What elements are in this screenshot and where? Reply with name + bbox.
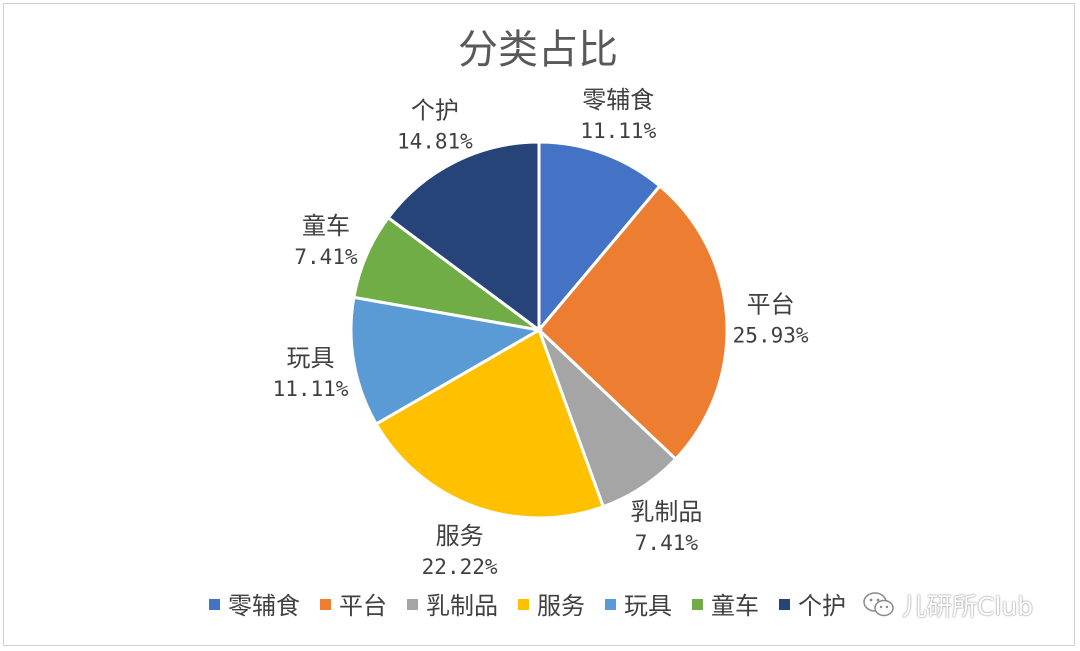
slice-name-label: 零辅食 [582,86,654,114]
legend-label-1: 平台 [339,592,387,620]
legend-swatch-0 [209,599,220,610]
watermark-text: 儿研所Club [902,592,1034,621]
pie-slice-0 [537,140,662,335]
legend-label-4: 玩具 [624,592,672,620]
legend-label-6: 个护 [798,592,846,620]
legend-label-5: 童车 [711,592,759,620]
slice-name-label: 个护 [411,97,459,125]
pie-slice-1 [536,183,729,462]
legend-swatch-1 [320,599,331,610]
slice-percent-label: 25.93% [733,324,809,348]
legend-label-3: 服务 [537,592,585,620]
wechat-icon [863,592,894,617]
pie-slice-4 [349,295,544,427]
slice-name-label: 乳制品 [630,498,702,526]
slice-percent-label: 14.81% [397,130,473,154]
watermark: 儿研所Club [862,585,1033,625]
slice-percent-label: 11.11% [273,377,349,401]
slice-name-label: 服务 [436,522,484,550]
slice-percent-label: 22.22% [422,555,498,579]
legend-swatch-2 [407,599,418,610]
slice-name-label: 童车 [302,212,350,240]
legend-swatch-4 [605,599,616,610]
legend: 零辅食 平台 乳制品 服务 玩具 童车 个护 [209,592,846,620]
legend-swatch-5 [692,599,703,610]
legend-label-0: 零辅食 [228,592,300,620]
legend-swatch-3 [518,599,529,610]
chart-title: 分类占比 [458,27,618,73]
pie-slices [349,140,729,520]
slice-name-label: 玩具 [287,344,335,372]
slice-percent-label: 11.11% [580,119,656,143]
slice-percent-label: 7.41% [294,245,358,269]
legend-label-2: 乳制品 [426,592,498,620]
pie-slice-6 [386,140,541,333]
legend-swatch-6 [779,599,790,610]
slice-percent-label: 7.41% [635,531,699,555]
slice-name-label: 平台 [747,291,795,319]
slice-labels: 零辅食 11.11% 平台 25.93% 乳制品 7.41% 服务 22.22% 玩具 11.11… [273,86,809,579]
pie-slice-3 [374,327,606,520]
